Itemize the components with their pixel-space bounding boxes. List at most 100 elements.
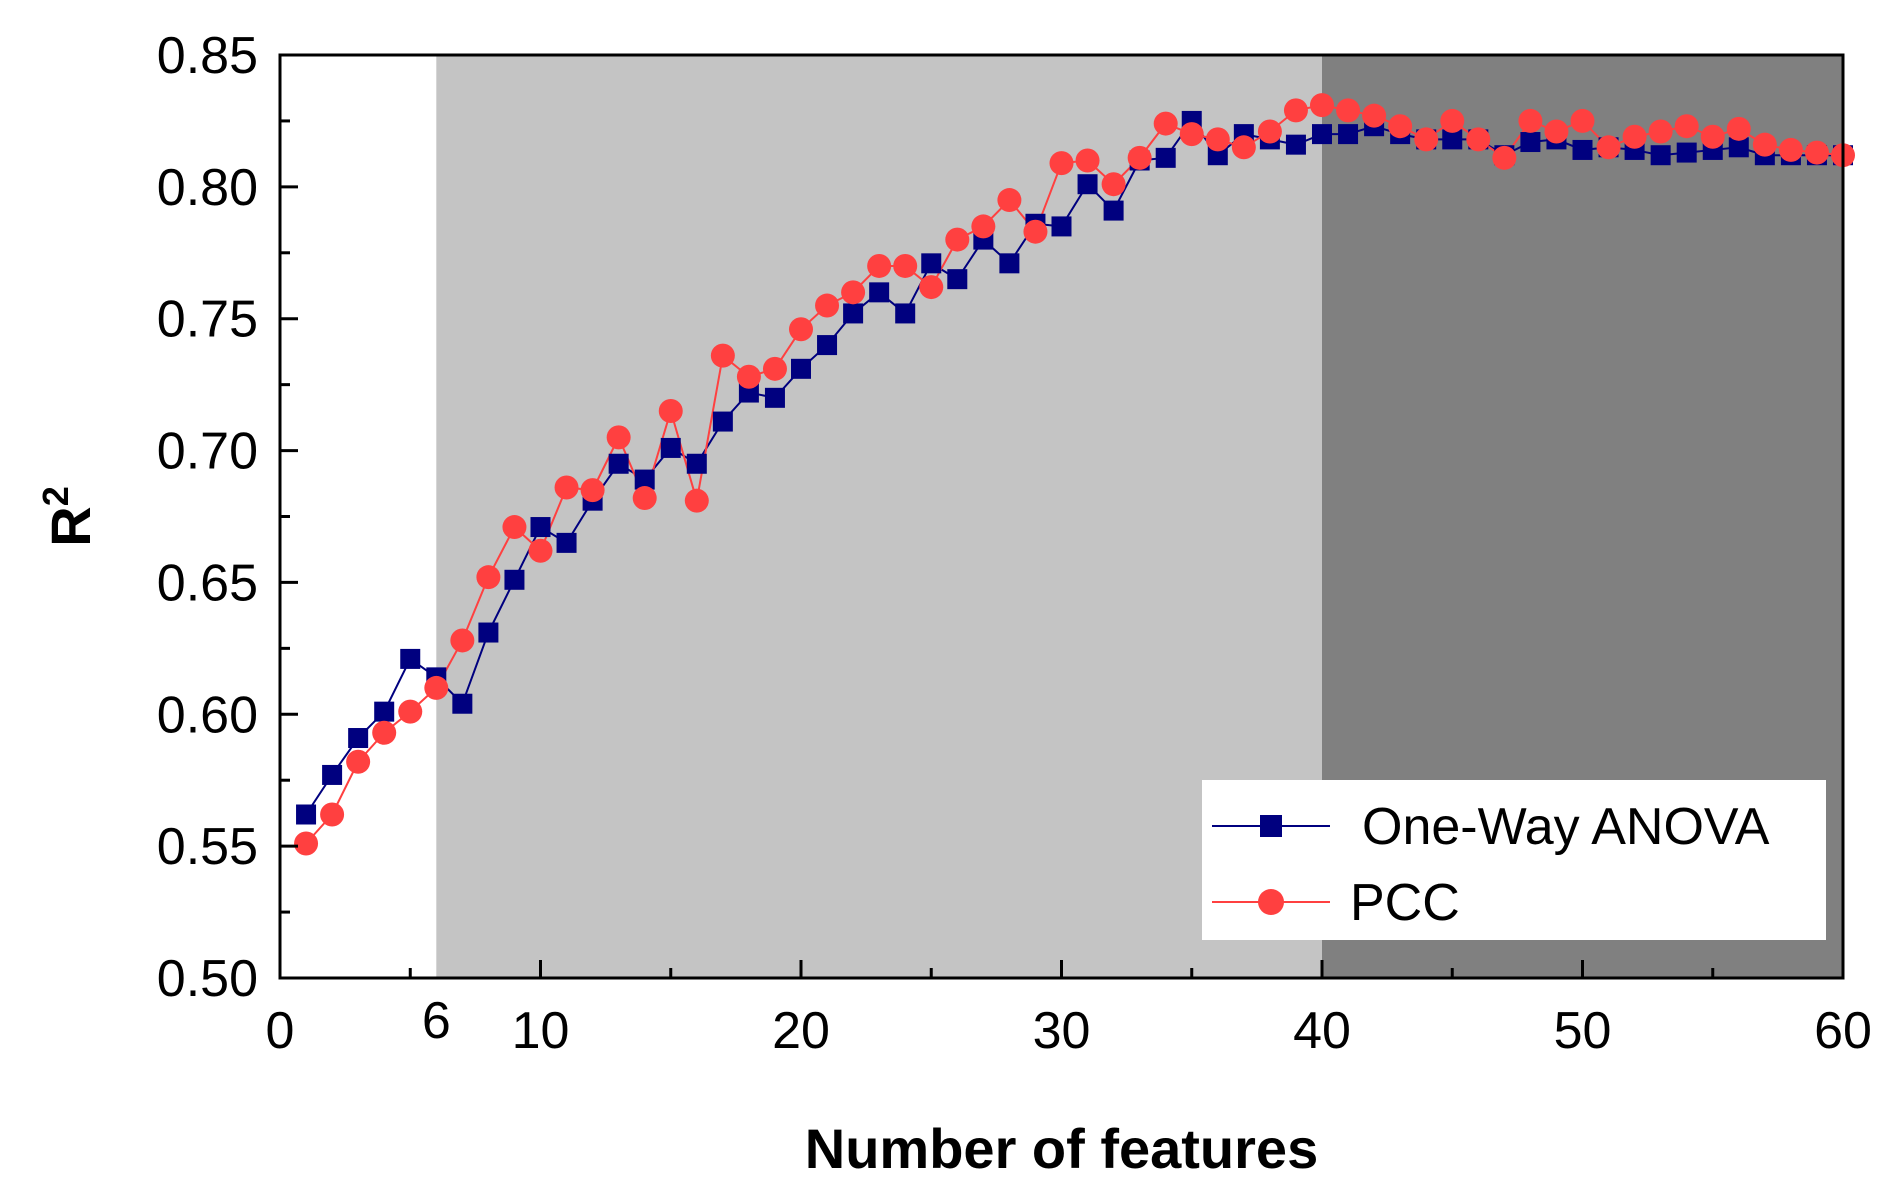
data-point-circle	[346, 749, 371, 774]
data-point-square	[452, 693, 473, 714]
data-point-circle	[1179, 122, 1204, 147]
data-point-circle	[606, 425, 631, 450]
data-point-circle	[1075, 148, 1100, 173]
data-point-circle	[658, 399, 683, 424]
data-point-square	[1442, 129, 1463, 150]
data-point-square	[1285, 134, 1306, 155]
legend-box	[1202, 780, 1826, 940]
data-point-circle	[372, 720, 397, 745]
data-point-circle	[476, 565, 501, 590]
data-point-square	[1676, 142, 1697, 163]
data-point-circle	[684, 488, 709, 513]
x-tick-label: 10	[512, 1002, 570, 1060]
data-point-circle	[554, 475, 579, 500]
data-point-square	[1051, 216, 1072, 237]
data-point-circle	[528, 538, 553, 563]
data-point-square	[530, 517, 551, 538]
data-point-square	[764, 387, 785, 408]
data-point-circle	[1023, 219, 1048, 244]
data-point-circle	[1049, 151, 1074, 176]
y-axis-title-superscript: 2	[35, 486, 76, 506]
x-tick-label: 40	[1293, 1002, 1351, 1060]
x-marker-label: 6	[422, 992, 451, 1050]
data-point-circle	[919, 275, 944, 300]
data-point-square	[556, 532, 577, 553]
data-point-square	[712, 411, 733, 432]
data-point-circle	[1440, 108, 1465, 133]
data-point-circle	[1492, 145, 1517, 170]
data-point-square	[634, 469, 655, 490]
y-tick-label: 0.80	[157, 159, 258, 217]
data-point-circle	[1700, 124, 1725, 149]
legend-label: One-Way ANOVA	[1362, 798, 1770, 856]
y-axis-title: R2	[35, 486, 102, 546]
axis-ticks	[278, 53, 1845, 980]
data-point-circle	[1127, 145, 1152, 170]
x-tick-label: 60	[1814, 1002, 1872, 1060]
data-point-square	[374, 701, 395, 722]
data-point-circle	[1804, 140, 1829, 165]
data-point-circle	[1596, 135, 1621, 160]
data-point-circle	[841, 280, 866, 305]
data-point-square	[1155, 147, 1176, 168]
x-axis-title: Number of features	[805, 1117, 1318, 1180]
axis-tick-labels: 0 10 20 30 40 50 60 6 0.50 0.55 0.60 0.65 0.70 0.75 0.…	[157, 27, 1872, 1060]
data-point-circle	[1101, 172, 1126, 197]
data-point-square	[400, 648, 421, 669]
data-point-circle	[1205, 127, 1230, 152]
data-point-square	[895, 303, 916, 324]
data-point-square	[1520, 132, 1541, 153]
data-point-square	[322, 764, 343, 785]
data-point-circle	[1310, 93, 1334, 118]
data-point-circle	[1752, 132, 1777, 157]
data-point-square	[1103, 200, 1124, 221]
y-tick-label: 0.55	[157, 818, 258, 876]
data-point-square	[999, 253, 1020, 274]
y-tick-label: 0.50	[157, 950, 258, 1008]
data-point-circle	[997, 188, 1022, 213]
data-point-square	[478, 622, 499, 643]
data-point-circle	[1674, 114, 1699, 139]
data-point-circle	[762, 356, 787, 381]
data-point-circle	[450, 628, 475, 653]
data-point-circle	[1414, 127, 1439, 152]
data-point-circle	[710, 343, 735, 368]
data-point-circle	[502, 515, 527, 540]
data-point-square	[348, 728, 369, 749]
data-point-circle	[1336, 98, 1361, 123]
data-point-square	[791, 358, 811, 379]
data-point-circle	[294, 831, 319, 856]
legend: One-Way ANOVA PCC	[1202, 780, 1826, 940]
data-point-circle	[1648, 119, 1673, 144]
data-point-circle	[1778, 137, 1803, 162]
data-point-square	[947, 269, 968, 290]
data-point-square	[608, 453, 629, 474]
data-point-circle	[1466, 127, 1491, 152]
y-tick-label: 0.60	[157, 686, 258, 744]
data-point-circle	[1283, 98, 1308, 123]
data-point-square	[504, 569, 525, 590]
data-point-circle	[1622, 124, 1647, 149]
shaded-regions	[436, 55, 1843, 978]
shaded-region-1	[436, 55, 1322, 978]
data-point-square	[1728, 137, 1749, 158]
data-point-circle	[789, 317, 813, 342]
data-point-circle	[945, 227, 970, 252]
data-point-circle	[1388, 114, 1413, 139]
data-point-circle	[1518, 108, 1543, 133]
data-point-circle	[1570, 108, 1595, 133]
data-point-circle	[1726, 116, 1751, 141]
data-point-square	[1077, 174, 1098, 195]
data-point-circle	[971, 214, 996, 239]
data-point-square	[296, 804, 317, 825]
y-axis-title-base: R	[39, 506, 102, 546]
x-tick-label: 0	[266, 1002, 295, 1060]
x-tick-label: 20	[772, 1002, 830, 1060]
data-point-circle	[580, 478, 605, 503]
data-point-circle	[1362, 103, 1387, 128]
x-tick-label: 30	[1033, 1002, 1091, 1060]
data-point-circle	[1231, 135, 1256, 160]
data-point-square	[817, 335, 838, 356]
series-markers	[294, 93, 1855, 856]
